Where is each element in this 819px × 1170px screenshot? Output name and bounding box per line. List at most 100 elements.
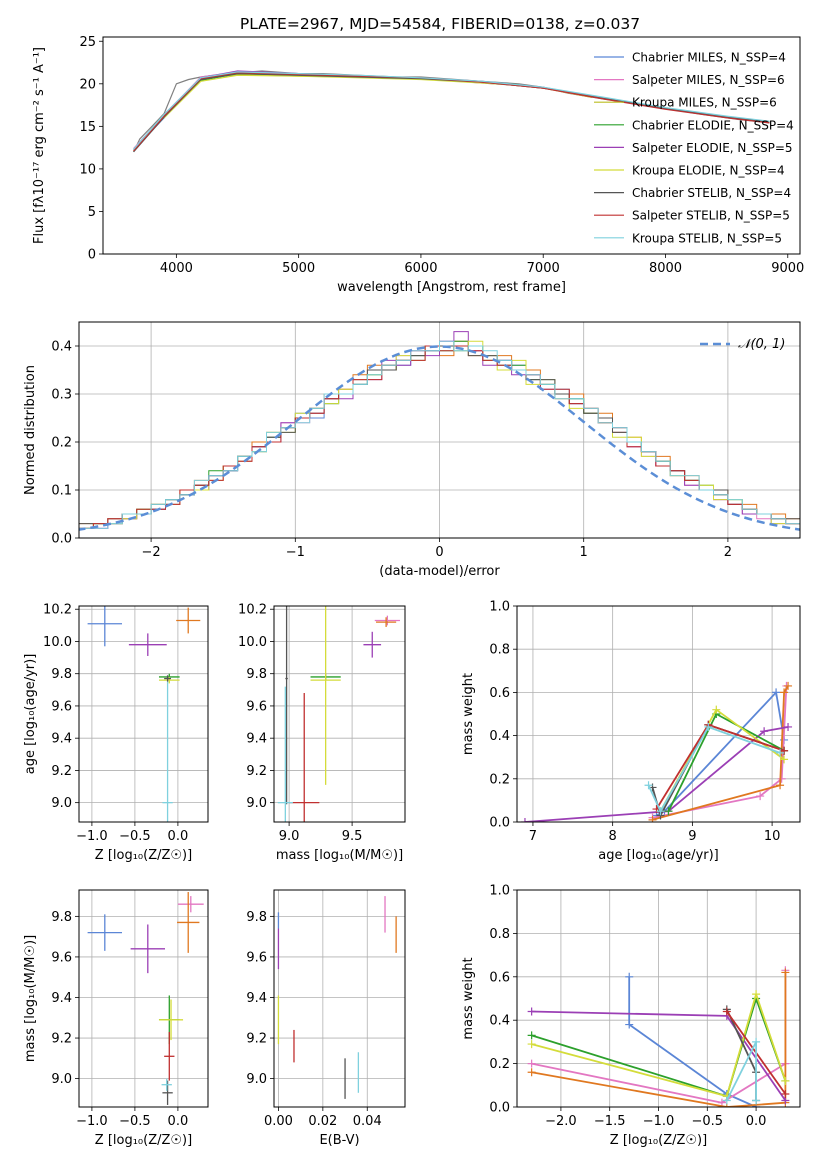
x-tick-label: 6000 [404,261,437,276]
y-tick-label: 1.0 [489,884,510,899]
panel-residuals: −2 −1 0 1 2 0.0 0.1 0.2 0.3 0.4 (data-model)/error… [23,321,801,579]
plot-area [79,331,800,531]
errorbar-point [128,633,167,656]
x-axis-label: mass [log₁₀(M/M☉)] [276,848,403,863]
x-tick-label: 7 [529,829,537,844]
weight-line-1 [628,976,757,1107]
x-tick-label: −2 [142,545,161,560]
y-tick-label: 9.2 [246,1032,267,1047]
marker-plus [527,1031,536,1040]
y-tick-label: 9.8 [51,667,72,682]
axes-frame [78,889,209,1108]
model-line-9 [133,71,770,150]
x-tick-label: 0.0 [168,1114,189,1129]
x-tick-label: 0.0 [746,1114,767,1129]
y-tick-label: 0.8 [489,927,510,942]
legend-entry: Salpeter ELODIE, N_SSP=5 [632,141,793,155]
y-tick-label: 9.2 [51,1032,72,1047]
model-line-6 [163,74,519,119]
errorbar-point [176,607,201,634]
y-tick-label: 9.6 [246,950,267,965]
y-tick-label: 0.3 [51,388,72,403]
errorbar-point [289,693,320,822]
y-tick-label: 0.4 [489,1014,510,1029]
errorbar-point [277,686,293,822]
legend-entry: Chabrier STELIB, N_SSP=4 [632,186,791,200]
x-tick-label: 8 [609,829,617,844]
x-tick-label: 9 [688,829,696,844]
y-tick-label: 0.2 [489,1057,510,1072]
errorbar-point [164,1031,175,1081]
y-tick-label: 9.2 [51,764,72,779]
y-tick-label: 9.4 [246,732,267,747]
errorbar-point [285,606,288,805]
marker-plus [656,807,665,816]
x-tick-label: 5000 [282,261,315,276]
marker-plus [760,727,769,736]
weight-line-4 [524,726,789,822]
y-axis-label: mass weight [461,957,476,1039]
y-tick-label: 9.4 [51,991,72,1006]
marker-plus [625,972,634,981]
y-tick-label: 0.4 [489,729,510,744]
errorbar-point [376,617,397,627]
marker-plus [781,1089,790,1098]
y-tick-label: 10.0 [43,635,72,650]
errorbar-point [177,896,204,913]
legend-entry: Salpeter STELIB, N_SSP=5 [632,209,790,223]
y-tick-label: 9.6 [51,699,72,714]
y-tick-label: 9.8 [51,910,72,925]
y-tick-label: 9.0 [51,796,72,811]
x-axis-label: E(B-V) [319,1133,359,1148]
x-tick-label: 0.00 [264,1114,293,1129]
plot-area [277,606,400,822]
y-tick-label: 9.0 [246,1072,267,1087]
errorbar-point [161,1078,172,1091]
legend-entry: Kroupa STELIB, N_SSP=5 [632,231,782,245]
x-tick-label: 9.0 [279,829,300,844]
panel-age_vs_Z: −1.0 −0.5 0.0 9.0 9.2 9.4 9.6 9.8 10.0 10.2 Z [log… [23,603,209,863]
x-tick-label: 0.04 [353,1114,382,1129]
marker-plus [780,755,789,764]
marker-plus [784,722,793,731]
panel-mass_vs_Z: −1.0 −0.5 0.0 9.0 9.2 9.4 9.6 9.8 Z [log₁₀(Z/Z☉)… [23,889,209,1148]
axes-frame [516,605,801,823]
y-tick-label: 9.6 [51,950,72,965]
y-tick-label: 9.2 [246,764,267,779]
x-tick-label: 0.02 [308,1114,337,1129]
axes-frame [273,605,406,823]
marker-plus [648,815,657,822]
y-tick-label: 9.8 [246,910,267,925]
marker-plus [781,968,790,977]
y-tick-label: 0.1 [51,484,72,499]
x-tick-label: −1.0 [76,1114,108,1129]
marker-plus [752,1096,761,1105]
y-tick-label: 0.2 [489,772,510,787]
x-tick-label: 2 [724,545,732,560]
legend-entry: Chabrier ELODIE, N_SSP=4 [632,118,794,132]
marker-plus [784,681,793,690]
x-tick-label: 9000 [771,261,804,276]
x-tick-label: −1.0 [76,829,108,844]
y-axis-label: age [log₁₀(age/yr)] [23,654,38,775]
marker-plus [527,1059,536,1068]
legend-entry: Salpeter MILES, N_SSP=6 [632,73,785,87]
errorbar-point [162,681,173,822]
marker-plus [527,1007,536,1016]
errorbar-point [87,606,122,647]
y-tick-label: 0 [88,248,96,263]
plot-area [277,896,397,1099]
x-axis-label: Z [log₁₀(Z/Z☉)] [95,848,192,863]
figure-title: PLATE=2967, MJD=54584, FIBERID=0138, z=0… [240,15,640,33]
marker-plus [772,688,781,697]
marker-plus [704,722,713,731]
y-tick-label: 10 [79,162,96,177]
marker-plus [752,990,761,999]
x-axis-label: wavelength [Angstrom, rest frame] [337,280,566,295]
axes-frame [516,889,801,1108]
weight-line-6 [531,993,787,1098]
axes-frame [78,605,209,823]
plot-area [87,892,204,1105]
y-tick-label: 25 [79,35,96,50]
x-axis-label: (data-model)/error [379,564,500,579]
